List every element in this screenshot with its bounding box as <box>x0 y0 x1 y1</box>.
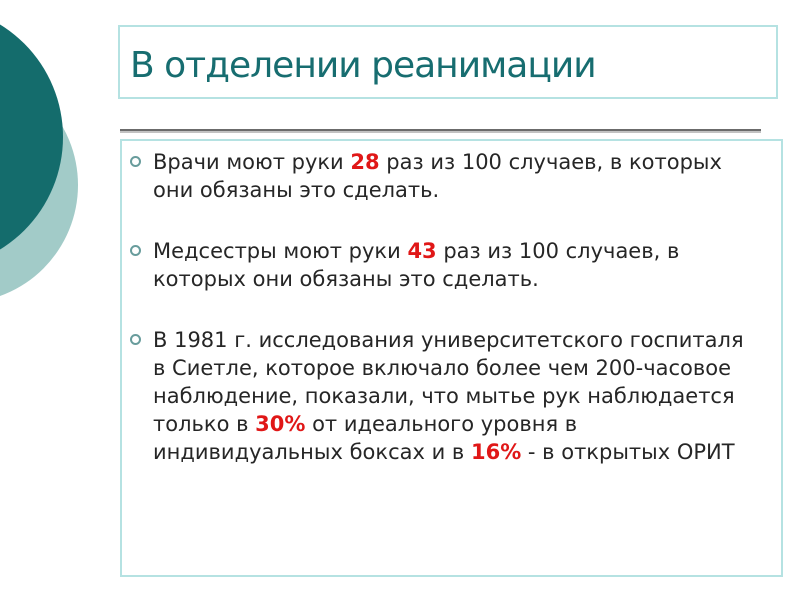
title-box: В отделении реанимации <box>118 25 778 99</box>
highlight-number: 43 <box>407 239 437 263</box>
bullet-circle-icon <box>130 156 141 167</box>
bullet-text: Медсестры моют руки 43 раз из 100 случае… <box>153 239 680 291</box>
bullet-text: В 1981 г. исследования университетского … <box>153 328 744 464</box>
bullet-circle-icon <box>130 334 141 345</box>
bullet-list: Врачи моют руки 28 раз из 100 случаев, в… <box>129 148 775 466</box>
highlight-number: 28 <box>350 150 380 174</box>
content-box: Врачи моют руки 28 раз из 100 случаев, в… <box>120 139 783 577</box>
highlight-number: 30% <box>255 412 306 436</box>
bullet-item: Врачи моют руки 28 раз из 100 случаев, в… <box>129 148 775 204</box>
bullet-text: Врачи моют руки 28 раз из 100 случаев, в… <box>153 150 722 202</box>
bullet-item: Медсестры моют руки 43 раз из 100 случае… <box>129 237 775 293</box>
bullet-item: В 1981 г. исследования университетского … <box>129 326 775 466</box>
bullet-circle-icon <box>130 245 141 256</box>
slide-title: В отделении реанимации <box>130 44 597 86</box>
divider-line <box>120 129 761 133</box>
highlight-number: 16% <box>470 440 522 464</box>
